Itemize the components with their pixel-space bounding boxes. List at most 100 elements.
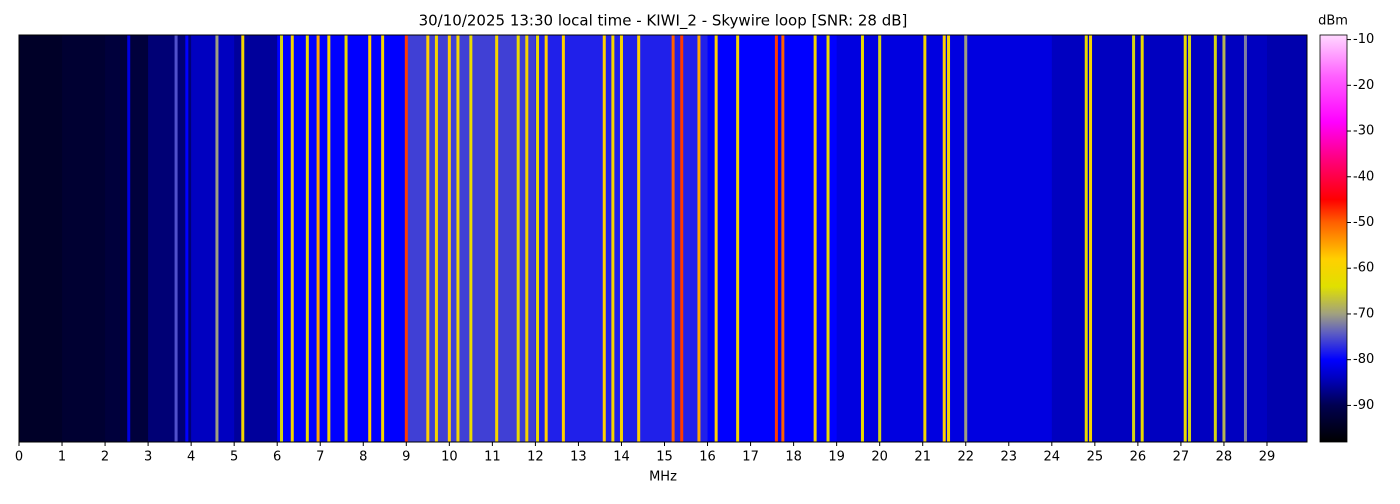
noise-floor-cell [750,35,795,442]
signal-line [544,35,548,442]
noise-floor-cell [19,35,63,442]
x-tick-label: 11 [484,450,501,465]
colorbar-label: dBm [1318,14,1348,29]
signal-line [736,35,740,442]
x-tick-label: 4 [187,450,195,465]
signal-line [185,35,189,442]
signal-line [637,35,641,442]
colorbar-tick-label: -60 [1353,261,1374,276]
x-tick-label: 7 [316,450,324,465]
colorbar-tick-label: -70 [1353,306,1374,321]
x-tick-label: 24 [1044,450,1061,465]
x-tick-label: 5 [230,450,238,465]
x-tick-label: 10 [441,450,458,465]
noise-floor-cell [277,35,321,442]
signal-line [381,35,385,442]
x-tick-label: 2 [101,450,109,465]
colorbar-tick-label: -80 [1353,352,1374,367]
noise-floor-cell [1008,35,1053,442]
x-tick-label: 17 [742,450,759,465]
noise-floor-cell [1266,35,1308,442]
noise-floor-cell [879,35,924,442]
x-tick-label: 3 [144,450,152,465]
signal-line [619,35,623,442]
signal-line [813,35,817,442]
plot-frame [18,34,1308,443]
signal-line [942,35,946,442]
signal-line [516,35,520,442]
noise-floor-cell [1137,35,1182,442]
signal-line [714,35,718,442]
signal-line [611,35,615,442]
signal-line [525,35,529,442]
signal-line [1183,35,1187,442]
x-tick-label: 6 [273,450,281,465]
signal-line [174,35,178,442]
plot-area [19,35,1308,442]
signal-line [774,35,778,442]
signal-line [305,35,309,442]
noise-floor-cell [492,35,536,442]
colorbar-tick-label: -40 [1353,169,1374,184]
signal-line [215,35,219,442]
signal-line [781,35,785,442]
x-tick-label: 26 [1130,450,1147,465]
signal-line [1213,35,1217,442]
signal-line [947,35,951,442]
signal-line [241,35,245,442]
signal-line [860,35,864,442]
signal-line [127,35,131,442]
x-tick-label: 1 [58,450,66,465]
signal-line [1222,35,1226,442]
x-tick-label: 14 [613,450,630,465]
x-tick-label: 16 [699,450,716,465]
signal-line [602,35,606,442]
signal-line [1084,35,1088,442]
signal-line [697,35,701,442]
colorbar-tick-label: -90 [1353,398,1374,413]
signal-line [826,35,830,442]
noise-floor-cell [320,35,364,442]
signal-line [290,35,294,442]
signal-line [344,35,348,442]
x-tick-label: 29 [1259,450,1276,465]
noise-floor-cell [707,35,752,442]
signal-line [495,35,499,442]
noise-floor-cell [148,35,192,442]
signal-line [1188,35,1192,442]
signal-line [964,35,968,442]
signal-line [434,35,438,442]
x-tick-label: 18 [785,450,802,465]
colorbar [1319,34,1348,443]
noise-floor-cell [1180,35,1225,442]
colorbar-tick-label: -20 [1353,78,1374,93]
noise-floor-cell [578,35,622,442]
signal-line [536,35,540,442]
signal-line [447,35,451,442]
signal-line [316,35,320,442]
noise-floor-cell [1094,35,1139,442]
noise-floor-cell [965,35,1010,442]
noise-floor-cell [664,35,709,442]
signal-line [469,35,473,442]
signal-line [671,35,675,442]
colorbar-tick-label: -10 [1353,32,1374,47]
noise-floor-cell [1051,35,1096,442]
noise-floor-cell [105,35,149,442]
noise-floor-cell [836,35,881,442]
x-tick-label: 12 [527,450,544,465]
x-tick-label: 19 [828,450,845,465]
noise-floor-cell [535,35,579,442]
signal-line [1243,35,1247,442]
signal-line [1089,35,1093,442]
x-tick-label: 15 [656,450,673,465]
x-tick-label: 13 [570,450,587,465]
colorbar-tick-label: -50 [1353,215,1374,230]
x-tick-label: 27 [1173,450,1190,465]
signal-line [680,35,684,442]
noise-floor-cell [62,35,106,442]
colorbar-tick-label: -30 [1353,124,1374,139]
x-tick-label: 9 [402,450,410,465]
signal-line [561,35,565,442]
